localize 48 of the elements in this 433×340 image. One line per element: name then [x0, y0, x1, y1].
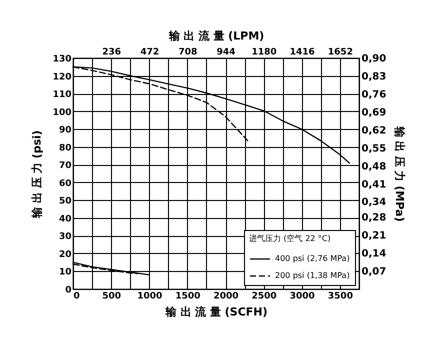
- x2-tick-label: 708: [178, 48, 198, 58]
- x-tick-label: 0: [74, 292, 80, 302]
- y2-tick-label: 0,21: [362, 230, 386, 242]
- x-tick-label: 2000: [214, 292, 239, 302]
- y-tick-label: 130: [52, 54, 72, 64]
- x2-tick-label: 944: [216, 48, 236, 58]
- x-tick-label: 1500: [175, 292, 200, 302]
- y2-tick-label: 0,55: [362, 143, 386, 154]
- y2-tick-label: 0,41: [362, 179, 386, 190]
- y-tick-label: 20: [58, 250, 72, 260]
- y2-tick-label: 0,76: [362, 89, 386, 100]
- x2-axis-title: 输 出 流 量 (LPM): [168, 30, 264, 42]
- y2-tick-label: 0,62: [362, 125, 386, 136]
- y-tick-label: 60: [58, 178, 72, 189]
- y-tick-label: 30: [58, 232, 72, 242]
- x-tick-label: 3500: [328, 292, 353, 302]
- y2-tick-label: 0,83: [362, 71, 386, 82]
- y-tick-label: 100: [52, 108, 72, 118]
- y2-axis-title: 输 出 压 力 (MPa): [393, 125, 406, 222]
- y2-tick-label: 0,28: [362, 212, 386, 224]
- x2-tick-label: 1180: [252, 48, 277, 58]
- legend-label: 200 psi (1,38 MPa): [275, 271, 350, 280]
- x2-tick-label: 1416: [290, 48, 315, 58]
- y-axis-title: 输 出 压 力 (psi): [30, 130, 44, 219]
- y2-tick-label: 0,90: [362, 54, 386, 64]
- y-tick-label: 80: [58, 143, 72, 154]
- y-tick-label: 90: [58, 126, 72, 136]
- x2-tick-label: 472: [140, 48, 160, 58]
- y-tick-label: 50: [58, 196, 72, 207]
- legend-label: 400 psi (2,76 MPa): [275, 254, 350, 263]
- x-tick-label: 500: [102, 292, 122, 302]
- y-tick-label: 110: [52, 90, 72, 100]
- y-tick-label: 40: [58, 214, 72, 224]
- x2-tick-label: 1652: [328, 48, 353, 58]
- x-axis-title: 输 出 流 量 (SCFH): [164, 306, 268, 318]
- y2-tick-label: 0,34: [362, 197, 386, 208]
- y2-tick-label: 0,14: [362, 248, 386, 260]
- y2-tick-label: 0,48: [362, 161, 386, 172]
- y-tick-label: 120: [52, 72, 72, 82]
- y-tick-label: 70: [58, 161, 72, 172]
- legend-title: 进气压力 (空气 22 °C): [249, 234, 331, 243]
- x-tick-label: 2500: [252, 292, 277, 302]
- y2-tick-label: 0,69: [362, 107, 386, 118]
- x-tick-label: 1000: [137, 292, 162, 302]
- y2-tick-label: 0,07: [362, 266, 386, 278]
- x2-tick-label: 236: [102, 48, 122, 58]
- y-tick-label: 10: [58, 268, 72, 278]
- x-tick-label: 3000: [290, 292, 315, 302]
